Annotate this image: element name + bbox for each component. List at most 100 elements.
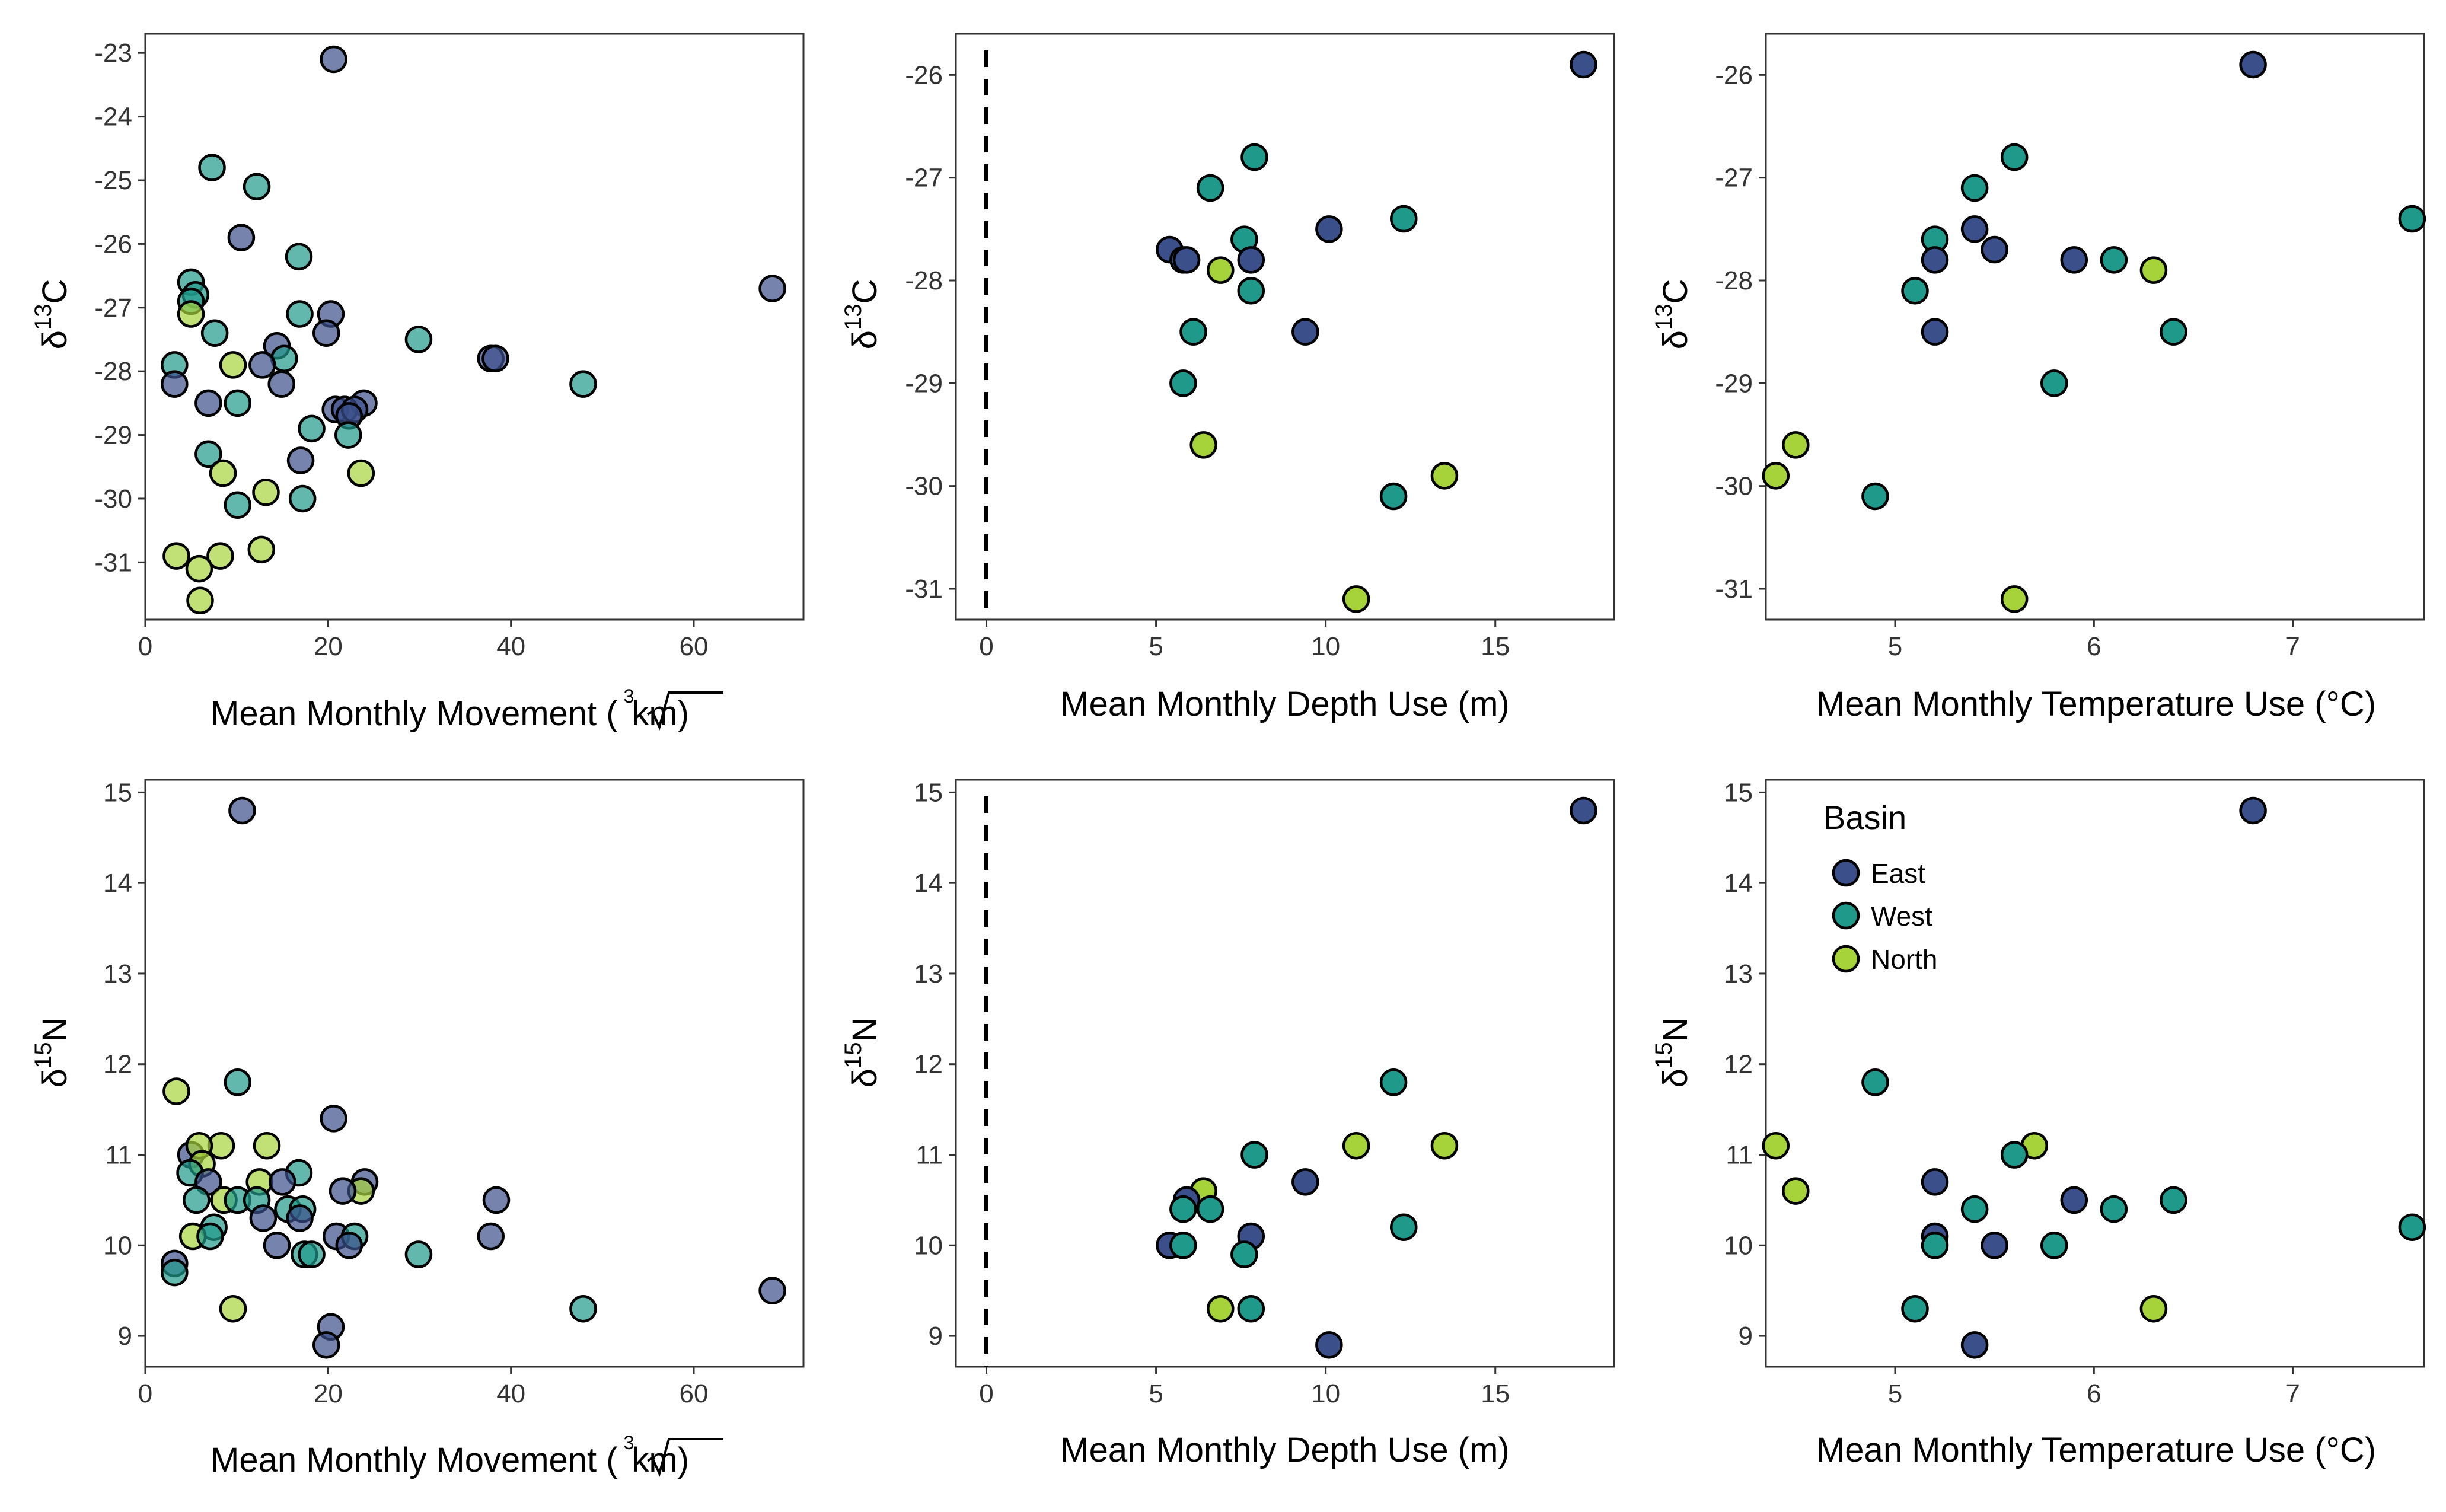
data-point-west [1901, 1294, 1929, 1323]
data-point-north [219, 351, 247, 379]
x-tick-label: 40 [496, 632, 525, 661]
y-title-c13-panel2: δ13C [840, 279, 884, 350]
plot-area [144, 33, 805, 621]
panel-3: 5 6 7 -31 -30 -29 -28 -27 -26 [1715, 33, 2426, 661]
data-point-north [1762, 462, 1790, 490]
svg-text:Mean Monthly Movement (3km): Mean Monthly Movement (3km) [211, 1432, 689, 1479]
x-tick-label: 5 [1149, 1379, 1163, 1408]
y-tick-label: -31 [94, 548, 132, 577]
data-point-west [1960, 174, 1989, 202]
data-point-east [312, 319, 340, 347]
x-title-depth-panel2: Mean Monthly Depth Use (m) [1060, 685, 1509, 723]
data-point-west [2000, 1141, 2029, 1169]
x-tick-label: 20 [314, 1379, 343, 1408]
y-tick-label: 13 [103, 959, 132, 988]
y-tick-label: 9 [1739, 1322, 1753, 1351]
y-title-n15-panel4: δ15N [30, 1017, 74, 1088]
data-point-east [320, 45, 347, 74]
x-tick-label: 6 [2087, 632, 2101, 661]
data-point-north [1762, 1131, 1790, 1160]
x-tick-label: 15 [1481, 632, 1510, 661]
legend-label-east: East [1871, 858, 1925, 889]
y-tick-label: -29 [905, 369, 943, 398]
data-point-west [1921, 1232, 1949, 1259]
data-point-east [1921, 318, 1949, 346]
legend-key-north [1832, 945, 1860, 973]
data-point-east [2060, 1186, 2088, 1214]
data-point-east [286, 1204, 314, 1232]
data-point-east [1981, 1232, 2008, 1259]
data-point-north [1189, 431, 1217, 459]
legend-item-west: West [1832, 901, 1932, 932]
data-point-east [1291, 318, 1319, 346]
data-point-west [1379, 1068, 1408, 1096]
data-point-east [263, 1232, 291, 1259]
data-point-west [2100, 1195, 2128, 1223]
data-point-north [162, 1077, 190, 1105]
x-tick-label: 10 [1311, 632, 1340, 661]
data-point-east [320, 1105, 347, 1133]
data-point-west [2100, 246, 2128, 274]
data-point-north [252, 478, 280, 506]
y-tick-label: 10 [1724, 1231, 1753, 1260]
data-point-west [1240, 1141, 1268, 1169]
y-tick-label: -31 [905, 575, 943, 604]
data-point-west [2040, 1232, 2068, 1259]
y-tick-label: 14 [103, 869, 132, 898]
y-tick-label: -26 [905, 60, 943, 90]
data-point-west [1390, 1213, 1418, 1241]
data-point-east [1570, 50, 1597, 79]
data-point-east [758, 275, 786, 302]
data-point-north [209, 459, 237, 487]
y-tick-label: -30 [94, 484, 132, 513]
data-point-north [1430, 462, 1459, 490]
x-tick-label: 10 [1311, 1379, 1340, 1408]
data-point-west [2398, 1213, 2426, 1241]
data-point-north [1207, 256, 1235, 284]
data-point-west [1230, 1240, 1258, 1268]
legend-label-west: West [1871, 901, 1932, 932]
y-tick-label: 11 [1726, 1141, 1753, 1170]
data-point-north [1342, 585, 1370, 613]
legend-label-north: North [1871, 944, 1937, 975]
data-point-east [1921, 1168, 1949, 1196]
y-tick-label: 13 [914, 959, 943, 988]
x-tick-label: 7 [2285, 1379, 2300, 1408]
plot-area [955, 779, 1615, 1368]
y-title-n15-panel5: δ15N [840, 1017, 884, 1088]
y-tick-label: -24 [94, 103, 132, 132]
plot-area [1765, 779, 2425, 1368]
data-point-west [404, 326, 433, 353]
y-tick-label: 14 [914, 869, 943, 898]
data-point-north [219, 1294, 247, 1323]
data-point-north [162, 542, 190, 570]
data-point-west [1179, 318, 1207, 346]
data-point-north [347, 459, 375, 487]
x-tick-label: 5 [1149, 632, 1163, 661]
data-point-west [1240, 143, 1268, 171]
y-tick-label: 12 [914, 1050, 943, 1079]
data-point-east [1570, 796, 1597, 825]
panel-5: 0 5 10 15 9 10 11 12 13 14 15 [914, 778, 1615, 1408]
data-point-east [194, 389, 222, 417]
data-point-west [334, 421, 362, 449]
data-point-west [198, 154, 226, 181]
data-point-west [285, 243, 313, 271]
data-point-east [1921, 246, 1949, 274]
y-tick-label: -28 [905, 266, 943, 295]
data-point-west [1169, 369, 1197, 397]
data-point-east [1960, 215, 1989, 243]
data-point-west [2160, 1186, 2187, 1214]
legend-item-north: North [1832, 944, 1937, 975]
y-tick-label: -29 [1715, 369, 1753, 398]
data-point-west [2160, 318, 2187, 346]
data-point-west [1960, 1195, 1989, 1223]
data-point-east [477, 1222, 505, 1251]
y-tick-label: 15 [1724, 778, 1753, 807]
data-point-west [2000, 143, 2029, 171]
data-point-west [183, 1186, 211, 1214]
data-point-north [2139, 256, 2168, 284]
data-point-east [1981, 235, 2008, 264]
data-point-west [286, 300, 314, 328]
